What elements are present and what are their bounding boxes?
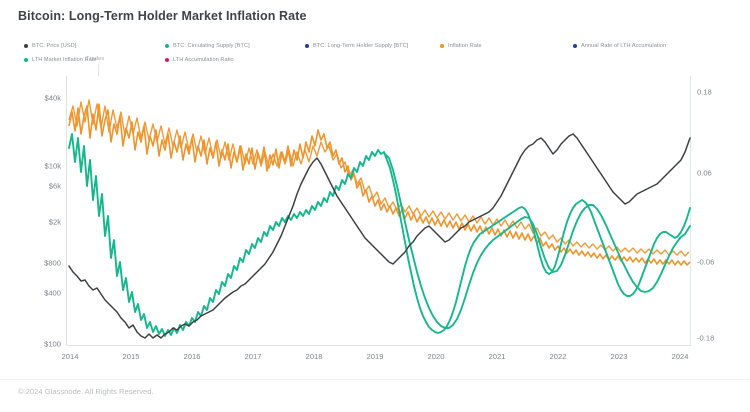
y-axis-left-tick: $10k: [44, 161, 61, 171]
legend-item-circulating-supply[interactable]: BTC: Circulating Supply [BTC]: [165, 43, 250, 49]
y-axis-left-tick: $6k: [48, 181, 61, 191]
x-axis-tick: 2023: [610, 352, 628, 361]
legend-swatch-icon: [440, 44, 444, 48]
x-axis-tick: 2015: [122, 352, 140, 361]
legend-item-lth-market-inflation-rate[interactable]: LTH Market Inflation Rate: [24, 57, 97, 63]
legend-item-inflation-rate[interactable]: Inflation Rate: [440, 43, 482, 49]
x-axis-tick: 2022: [549, 352, 567, 361]
x-axis-tick: 2024: [671, 352, 689, 361]
legend-swatch-icon: [24, 44, 28, 48]
legend-item-lth-supply[interactable]: BTC: Long-Term Holder Supply [BTC]: [305, 43, 408, 49]
chart-series-svg: [68, 99, 691, 339]
page-title: Bitcoin: Long-Term Holder Market Inflati…: [18, 9, 307, 23]
legend-swatch-icon: [165, 44, 169, 48]
footer-copyright: © 2024 Glassnode. All Rights Reserved.: [18, 387, 154, 396]
chart-plot-area[interactable]: [66, 76, 691, 346]
series-line-lth-market-inflation-rate: [68, 133, 691, 337]
series-line-lth-market-inflation-rate-overlay: [384, 153, 691, 329]
y-axis-right-tick: -0.06: [697, 257, 715, 267]
legend-label: LTH Accumulation Ratio: [173, 57, 234, 63]
x-axis-tick: 2018: [305, 352, 323, 361]
series-line-inflation-rate-upper: [68, 99, 690, 257]
tooltip-artifact-stem: [98, 64, 99, 78]
x-axis-tick: 2021: [488, 352, 506, 361]
legend-label: BTC: Circulating Supply [BTC]: [173, 43, 250, 49]
legend-label: Inflation Rate: [448, 43, 482, 49]
x-axis-tick: 2014: [61, 352, 79, 361]
x-axis-tick: 2019: [366, 352, 384, 361]
legend-label: Annual Rate of LTH Accumulation: [581, 43, 667, 49]
y-axis-left-tick: $800: [44, 258, 61, 268]
legend-item-annual-lth-accumulation[interactable]: Annual Rate of LTH Accumulation: [573, 43, 666, 49]
series-line-btc-price: [68, 133, 691, 339]
series-line-inflation-rate: [68, 103, 691, 266]
y-axis-left: $40k $10k $6k $2k $800 $400 $100: [0, 76, 61, 349]
y-axis-left-tick: $100: [44, 339, 61, 349]
y-axis-right-tick: -0.18: [697, 333, 715, 343]
tooltip-artifact-label: Trades: [86, 56, 105, 62]
x-axis-tick: 2017: [244, 352, 262, 361]
legend-item-btc-price[interactable]: BTC: Price [USD]: [24, 43, 76, 49]
x-axis-tick: 2020: [427, 352, 445, 361]
x-axis-tick: 2016: [183, 352, 201, 361]
y-axis-right-tick: 0.06: [697, 168, 712, 178]
legend-swatch-icon: [573, 44, 577, 48]
y-axis-left-tick: $40k: [44, 93, 61, 103]
y-axis-left-tick: $2k: [48, 217, 61, 227]
legend-label: LTH Market Inflation Rate: [32, 57, 97, 63]
legend-swatch-icon: [305, 44, 309, 48]
chart-legend: BTC: Price [USD] BTC: Circulating Supply…: [20, 42, 735, 72]
legend-item-lth-accumulation-ratio[interactable]: LTH Accumulation Ratio: [165, 57, 234, 63]
x-axis: 2014 2015 2016 2017 2018 2019 2020 2021 …: [62, 352, 691, 368]
legend-swatch-icon: [24, 58, 28, 62]
y-axis-right: 0.18 0.06 -0.06 -0.18: [697, 76, 749, 346]
y-axis-left-tick: $400: [44, 288, 61, 298]
legend-label: BTC: Price [USD]: [32, 43, 77, 49]
footer-divider: [0, 379, 750, 380]
legend-label: BTC: Long-Term Holder Supply [BTC]: [313, 43, 409, 49]
legend-swatch-icon: [165, 58, 169, 62]
y-axis-right-tick: 0.18: [697, 87, 712, 97]
